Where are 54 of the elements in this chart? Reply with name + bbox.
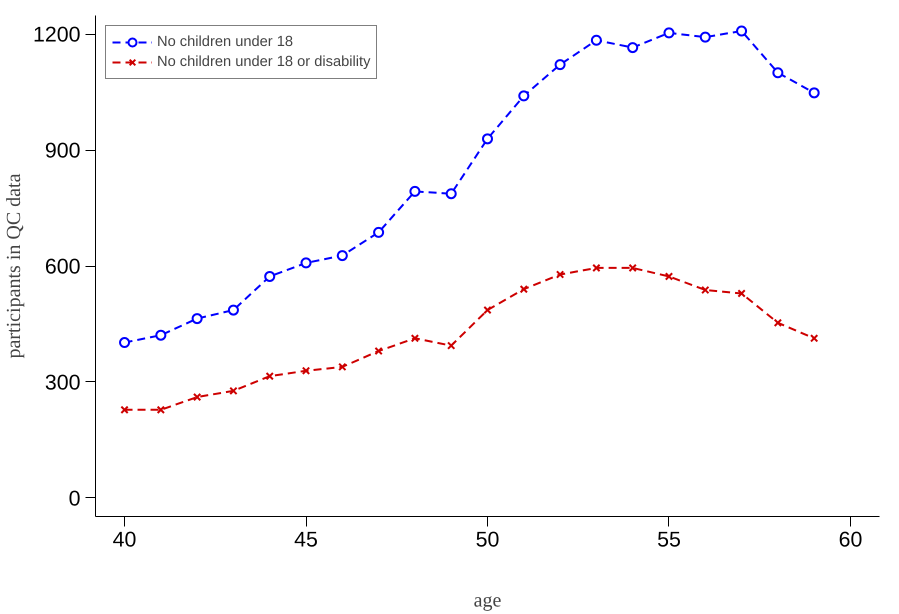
x-tick-label: 60 bbox=[838, 528, 862, 552]
point bbox=[300, 257, 312, 268]
point bbox=[266, 372, 274, 380]
point bbox=[556, 270, 564, 279]
point bbox=[447, 341, 456, 350]
point bbox=[518, 90, 530, 102]
point bbox=[192, 392, 202, 402]
point bbox=[520, 285, 528, 294]
point bbox=[410, 334, 420, 342]
point bbox=[590, 34, 602, 46]
point bbox=[264, 270, 276, 282]
point bbox=[592, 264, 601, 272]
x-axis-title: age bbox=[474, 590, 502, 612]
point bbox=[663, 27, 674, 38]
x-tick-label: 50 bbox=[476, 528, 500, 552]
point bbox=[774, 318, 782, 328]
point bbox=[808, 87, 820, 98]
point bbox=[229, 386, 238, 396]
point bbox=[772, 67, 784, 78]
y-tick-label: 1200 bbox=[33, 22, 81, 47]
legend-label: No children under 18 bbox=[157, 34, 294, 50]
point bbox=[120, 406, 129, 414]
y-tick-label: 300 bbox=[44, 370, 81, 394]
point bbox=[155, 330, 166, 341]
point bbox=[119, 337, 130, 348]
point bbox=[701, 286, 710, 294]
point bbox=[810, 334, 818, 342]
point bbox=[664, 272, 674, 281]
point bbox=[700, 32, 711, 43]
point bbox=[228, 304, 239, 316]
x-tick-label: 45 bbox=[294, 528, 318, 552]
point bbox=[554, 59, 566, 70]
x-tick-label: 55 bbox=[657, 528, 681, 552]
point bbox=[409, 186, 420, 197]
point bbox=[374, 346, 383, 356]
point bbox=[338, 362, 346, 372]
legend-label: No children under 18 or disability bbox=[157, 54, 370, 70]
point bbox=[628, 264, 637, 272]
point bbox=[736, 25, 748, 36]
point bbox=[627, 42, 638, 54]
point bbox=[336, 250, 348, 262]
y-axis-title: participants in QC data bbox=[3, 173, 26, 358]
point bbox=[156, 406, 166, 414]
x-tick-label: 40 bbox=[112, 528, 137, 552]
y-tick-label: 900 bbox=[44, 138, 81, 163]
point bbox=[192, 313, 203, 324]
y-tick-label: 600 bbox=[44, 254, 81, 278]
point bbox=[446, 188, 457, 200]
point bbox=[373, 226, 384, 238]
point bbox=[482, 133, 493, 144]
point bbox=[302, 366, 310, 375]
y-tick-label: 0 bbox=[68, 486, 81, 510]
point bbox=[483, 306, 492, 314]
point bbox=[737, 289, 746, 298]
